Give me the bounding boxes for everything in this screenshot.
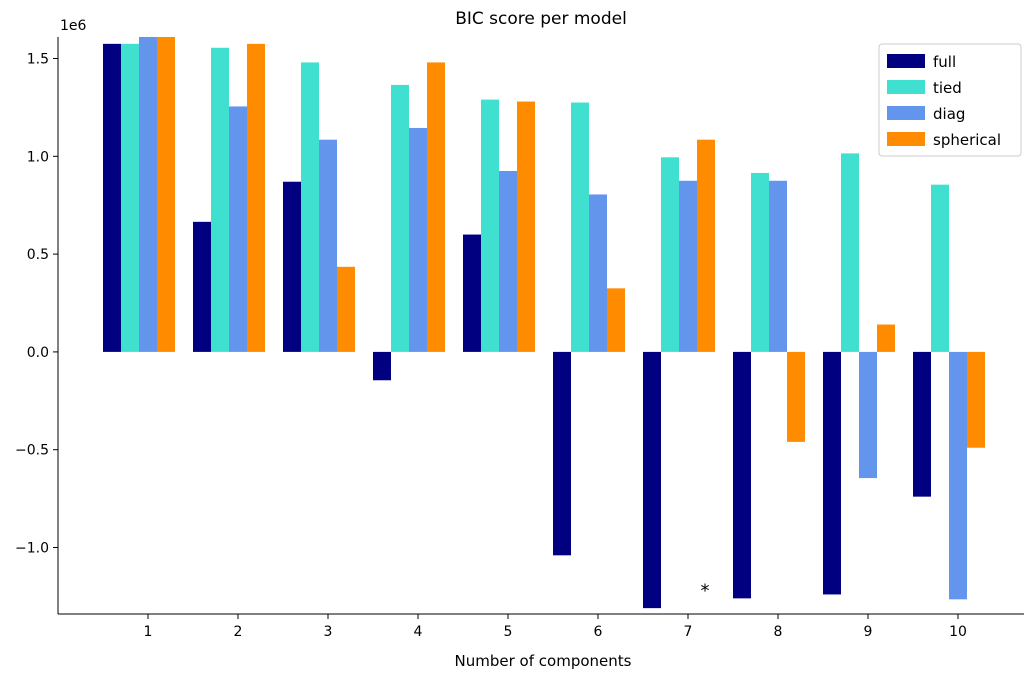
bar-diag-9 bbox=[859, 351, 877, 479]
chart-title: BIC score per model bbox=[455, 9, 627, 29]
bar-full-6 bbox=[553, 351, 571, 556]
legend-swatch-diag bbox=[887, 106, 925, 120]
bar-spherical-8 bbox=[787, 351, 805, 442]
bar-diag-1 bbox=[139, 37, 157, 352]
legend-swatch-spherical bbox=[887, 132, 925, 146]
y-tick-label: 0.5 bbox=[27, 247, 49, 263]
bars-layer bbox=[103, 37, 985, 609]
bar-spherical-10 bbox=[967, 351, 985, 448]
y-tick-label: −1.0 bbox=[15, 540, 49, 556]
bar-diag-10 bbox=[949, 351, 967, 600]
legend-swatch-tied bbox=[887, 80, 925, 94]
x-tick-label: 3 bbox=[324, 624, 333, 640]
bar-tied-4 bbox=[391, 84, 409, 352]
x-tick-label: 5 bbox=[504, 624, 513, 640]
bar-tied-9 bbox=[841, 153, 859, 352]
x-tick-label: 9 bbox=[864, 624, 873, 640]
bar-full-2 bbox=[193, 221, 211, 352]
bar-spherical-1 bbox=[157, 37, 175, 352]
legend-label-diag: diag bbox=[933, 105, 965, 123]
best-model-marker: * bbox=[701, 581, 710, 602]
bar-full-4 bbox=[373, 351, 391, 381]
bar-full-5 bbox=[463, 234, 481, 352]
y-tick-label: 1.5 bbox=[27, 52, 49, 68]
x-axis-label: Number of components bbox=[455, 652, 632, 670]
bar-full-9 bbox=[823, 351, 841, 595]
bar-full-3 bbox=[283, 181, 301, 352]
axes-layer: −1.0 −0.5 0.0 0.5 1.0 1.5 1 2 3 4 5 6 7 8 9 10 bbox=[15, 37, 1024, 640]
legend-label-full: full bbox=[933, 53, 956, 71]
bar-diag-2 bbox=[229, 106, 247, 352]
bar-tied-10 bbox=[931, 184, 949, 352]
bar-full-8 bbox=[733, 351, 751, 599]
bar-full-10 bbox=[913, 351, 931, 497]
bar-diag-8 bbox=[769, 180, 787, 352]
legend-label-spherical: spherical bbox=[933, 131, 1001, 149]
bar-diag-4 bbox=[409, 127, 427, 352]
bar-tied-6 bbox=[571, 102, 589, 352]
bar-spherical-7 bbox=[697, 139, 715, 352]
bar-tied-2 bbox=[211, 47, 229, 352]
bar-spherical-5 bbox=[517, 101, 535, 352]
y-tick-label: −0.5 bbox=[15, 443, 49, 459]
y-tick-label: 1.0 bbox=[27, 149, 49, 165]
bar-full-7 bbox=[643, 351, 661, 609]
bar-full-1 bbox=[103, 43, 121, 352]
x-tick-label: 8 bbox=[774, 624, 783, 640]
x-tick-label: 4 bbox=[414, 624, 423, 640]
x-tick-label: 6 bbox=[594, 624, 603, 640]
bar-spherical-6 bbox=[607, 288, 625, 352]
legend-label-tied: tied bbox=[933, 79, 962, 97]
bar-tied-8 bbox=[751, 172, 769, 352]
bar-diag-5 bbox=[499, 170, 517, 352]
legend: full tied diag spherical bbox=[878, 43, 1022, 157]
y-tick-label: 0.0 bbox=[27, 345, 49, 361]
bar-spherical-9 bbox=[877, 324, 895, 352]
x-tick-label: 2 bbox=[234, 624, 243, 640]
bar-diag-7 bbox=[679, 180, 697, 352]
legend-frame bbox=[878, 43, 1022, 157]
x-tick-label: 1 bbox=[144, 624, 153, 640]
bar-spherical-3 bbox=[337, 266, 355, 352]
bar-spherical-2 bbox=[247, 43, 265, 352]
y-axis-scale-multiplier: 1e6 bbox=[60, 18, 87, 34]
bar-spherical-4 bbox=[427, 62, 445, 352]
bar-tied-5 bbox=[481, 99, 499, 352]
x-tick-label: 7 bbox=[684, 624, 693, 640]
bar-tied-1 bbox=[121, 43, 139, 352]
legend-swatch-full bbox=[887, 54, 925, 68]
x-tick-label: 10 bbox=[949, 624, 967, 640]
bar-diag-3 bbox=[319, 139, 337, 352]
bar-tied-3 bbox=[301, 62, 319, 352]
bar-tied-7 bbox=[661, 157, 679, 352]
bar-diag-6 bbox=[589, 194, 607, 352]
